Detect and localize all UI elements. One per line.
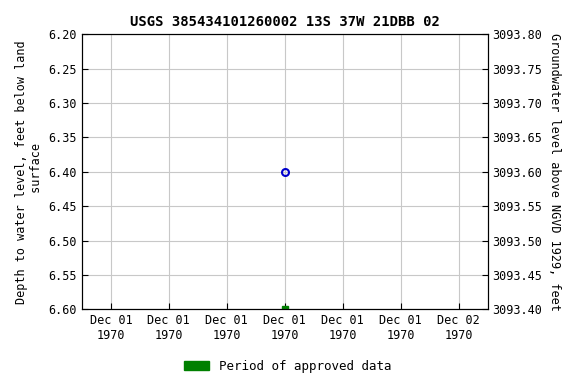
Y-axis label: Groundwater level above NGVD 1929, feet: Groundwater level above NGVD 1929, feet xyxy=(548,33,561,311)
Y-axis label: Depth to water level, feet below land
 surface: Depth to water level, feet below land su… xyxy=(15,40,43,304)
Legend: Period of approved data: Period of approved data xyxy=(179,355,397,378)
Title: USGS 385434101260002 13S 37W 21DBB 02: USGS 385434101260002 13S 37W 21DBB 02 xyxy=(130,15,439,29)
